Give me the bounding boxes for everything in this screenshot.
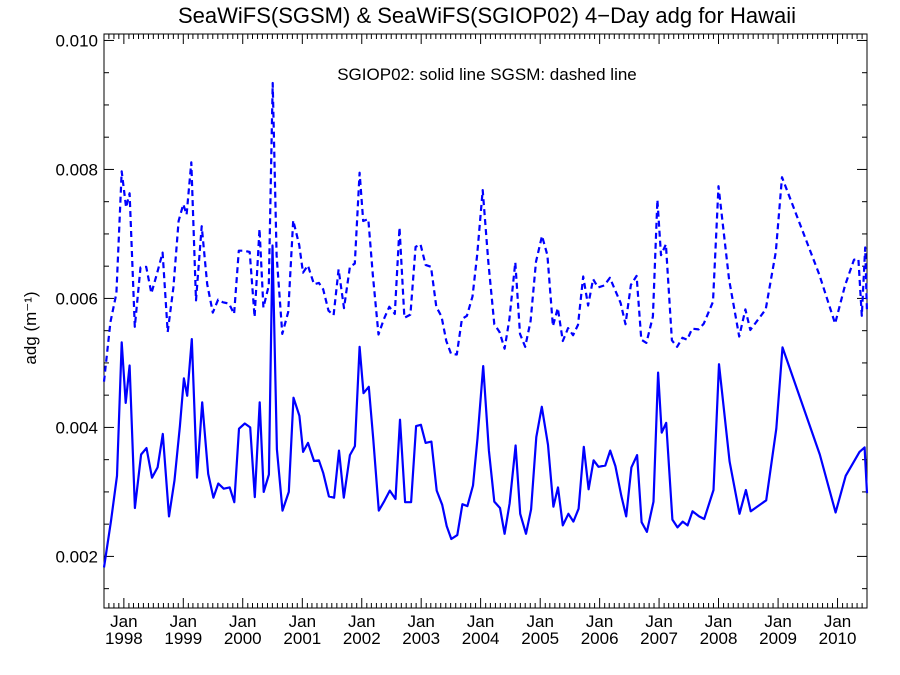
x-tick-month: Jan xyxy=(526,612,553,631)
x-tick-month: Jan xyxy=(348,612,375,631)
x-tick-month: Jan xyxy=(170,612,197,631)
x-tick-month: Jan xyxy=(467,612,494,631)
x-tick-year: 2008 xyxy=(700,629,738,648)
x-tick-year: 2004 xyxy=(462,629,500,648)
x-tick-year: 2009 xyxy=(759,629,797,648)
y-axis-label: adg (m⁻¹) xyxy=(21,291,40,364)
y-tick-label: 0.008 xyxy=(55,160,98,179)
chart-title: SeaWiFS(SGSM) & SeaWiFS(SGIOP02) 4−Day a… xyxy=(178,3,796,28)
x-tick-year: 2000 xyxy=(224,629,262,648)
x-tick-year: 2002 xyxy=(343,629,381,648)
x-tick-year: 1999 xyxy=(164,629,202,648)
series-layer xyxy=(102,81,869,568)
x-tick-month: Jan xyxy=(229,612,256,631)
x-tick-year: 2006 xyxy=(581,629,619,648)
x-tick-year: 2010 xyxy=(819,629,857,648)
axis-ticks: 0.0020.0040.0060.0080.010Jan1998Jan1999J… xyxy=(55,31,868,648)
y-tick-label: 0.010 xyxy=(55,31,98,50)
x-tick-month: Jan xyxy=(764,612,791,631)
x-tick-year: 1998 xyxy=(105,629,143,648)
x-tick-month: Jan xyxy=(824,612,851,631)
y-tick-label: 0.002 xyxy=(55,547,98,566)
legend-annotation: SGIOP02: solid line SGSM: dashed line xyxy=(337,65,637,84)
x-tick-month: Jan xyxy=(407,612,434,631)
x-tick-month: Jan xyxy=(289,612,316,631)
x-tick-year: 2007 xyxy=(640,629,678,648)
x-tick-year: 2005 xyxy=(521,629,559,648)
x-tick-month: Jan xyxy=(645,612,672,631)
y-tick-label: 0.004 xyxy=(55,418,98,437)
x-tick-month: Jan xyxy=(110,612,137,631)
x-tick-month: Jan xyxy=(705,612,732,631)
x-tick-year: 2003 xyxy=(402,629,440,648)
series-line-sgiop02 xyxy=(102,244,869,568)
x-tick-month: Jan xyxy=(586,612,613,631)
y-tick-label: 0.006 xyxy=(55,289,98,308)
plot-frame xyxy=(103,33,868,609)
series-line-sgsm xyxy=(102,81,869,382)
x-tick-year: 2001 xyxy=(283,629,321,648)
